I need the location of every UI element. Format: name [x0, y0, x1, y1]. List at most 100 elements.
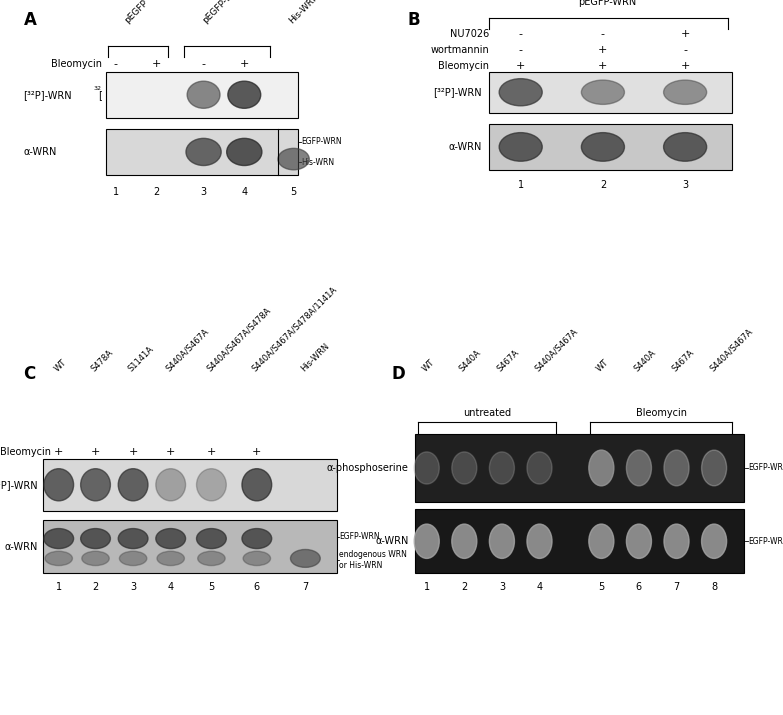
Ellipse shape — [45, 551, 72, 566]
Text: pEGFP-WRN: pEGFP-WRN — [201, 0, 245, 25]
Text: -: - — [601, 29, 605, 39]
Text: 7: 7 — [673, 582, 680, 592]
Ellipse shape — [81, 551, 110, 566]
Ellipse shape — [156, 528, 186, 548]
Text: 1: 1 — [518, 180, 524, 190]
Text: His-WRN: His-WRN — [287, 0, 321, 25]
Ellipse shape — [244, 551, 271, 566]
Text: C: C — [23, 365, 36, 383]
Text: 2: 2 — [153, 187, 160, 197]
Text: 32: 32 — [94, 87, 102, 92]
Text: Bleomycin: Bleomycin — [0, 447, 51, 457]
Ellipse shape — [626, 524, 651, 558]
Text: A: A — [23, 11, 36, 29]
Text: NU7026: NU7026 — [450, 29, 489, 39]
Text: wortmannin: wortmannin — [431, 45, 489, 55]
Text: S440A/S467A: S440A/S467A — [164, 327, 211, 373]
Text: 2: 2 — [461, 582, 467, 592]
Ellipse shape — [227, 139, 262, 166]
Text: WT: WT — [595, 358, 611, 373]
Ellipse shape — [489, 524, 514, 558]
Ellipse shape — [118, 469, 148, 501]
Text: -: - — [518, 29, 523, 39]
Ellipse shape — [452, 524, 477, 558]
Text: -: - — [201, 59, 206, 69]
Ellipse shape — [187, 82, 220, 109]
Text: +: + — [240, 59, 249, 69]
Text: WT: WT — [420, 358, 436, 373]
Text: S467A: S467A — [496, 347, 521, 373]
Ellipse shape — [186, 139, 222, 166]
Text: S478A: S478A — [89, 347, 114, 373]
Ellipse shape — [278, 148, 309, 170]
Ellipse shape — [156, 469, 186, 501]
Text: 2: 2 — [600, 180, 606, 190]
Text: 1: 1 — [56, 582, 62, 592]
Text: [³²P]-WRN: [³²P]-WRN — [23, 90, 72, 99]
Text: S440A/S467A/S478A: S440A/S467A/S478A — [205, 306, 272, 373]
Text: EGFP-WRN: EGFP-WRN — [339, 533, 380, 541]
Text: S440A/S467A: S440A/S467A — [708, 327, 754, 373]
Text: EGFP-WRN: EGFP-WRN — [748, 463, 783, 473]
Text: 6: 6 — [254, 582, 260, 592]
Text: S440A: S440A — [458, 348, 483, 373]
Ellipse shape — [44, 469, 74, 501]
Ellipse shape — [242, 469, 272, 501]
Text: α-WRN: α-WRN — [375, 536, 409, 546]
Text: α-WRN: α-WRN — [23, 147, 57, 157]
Text: 8: 8 — [711, 582, 717, 592]
Ellipse shape — [198, 551, 226, 566]
Ellipse shape — [452, 452, 477, 484]
Text: +: + — [598, 45, 608, 55]
Text: +: + — [128, 447, 138, 457]
Text: +: + — [54, 447, 63, 457]
Ellipse shape — [702, 524, 727, 558]
Text: +: + — [152, 59, 161, 69]
Text: 4: 4 — [168, 582, 174, 592]
Ellipse shape — [500, 133, 543, 161]
Text: WT: WT — [52, 358, 68, 373]
Ellipse shape — [581, 133, 625, 161]
Ellipse shape — [228, 82, 261, 109]
Text: 3: 3 — [130, 582, 136, 592]
Ellipse shape — [81, 469, 110, 501]
Ellipse shape — [197, 528, 226, 548]
Bar — [106, 129, 298, 175]
Ellipse shape — [500, 79, 543, 106]
Ellipse shape — [581, 80, 625, 104]
Ellipse shape — [527, 452, 552, 484]
Text: 6: 6 — [636, 582, 642, 592]
Ellipse shape — [81, 528, 110, 548]
Text: 5: 5 — [598, 582, 604, 592]
Ellipse shape — [664, 450, 689, 486]
Ellipse shape — [414, 524, 439, 558]
Text: -: - — [683, 45, 687, 55]
Bar — [43, 459, 337, 511]
Ellipse shape — [626, 450, 651, 486]
Text: +: + — [166, 447, 175, 457]
Text: Bleomycin: Bleomycin — [636, 408, 687, 418]
Text: -: - — [114, 59, 118, 69]
Ellipse shape — [290, 549, 320, 568]
Ellipse shape — [120, 551, 147, 566]
Text: S1141A: S1141A — [127, 344, 156, 373]
Text: 4: 4 — [536, 582, 543, 592]
Text: Bleomycin: Bleomycin — [438, 61, 489, 71]
Bar — [43, 520, 337, 573]
Text: 4: 4 — [241, 187, 247, 197]
Ellipse shape — [664, 524, 689, 558]
Bar — [489, 124, 732, 170]
Text: 2: 2 — [92, 582, 99, 592]
Text: 5: 5 — [208, 582, 215, 592]
Text: +: + — [207, 447, 216, 457]
Text: 1: 1 — [113, 187, 119, 197]
Ellipse shape — [527, 524, 552, 558]
Bar — [415, 434, 744, 502]
Ellipse shape — [118, 528, 148, 548]
Ellipse shape — [414, 452, 439, 484]
Text: +: + — [680, 61, 690, 71]
Ellipse shape — [242, 528, 272, 548]
Text: +: + — [91, 447, 100, 457]
Text: pEGFP: pEGFP — [123, 0, 150, 25]
Text: EGFP-WRN: EGFP-WRN — [748, 537, 783, 546]
